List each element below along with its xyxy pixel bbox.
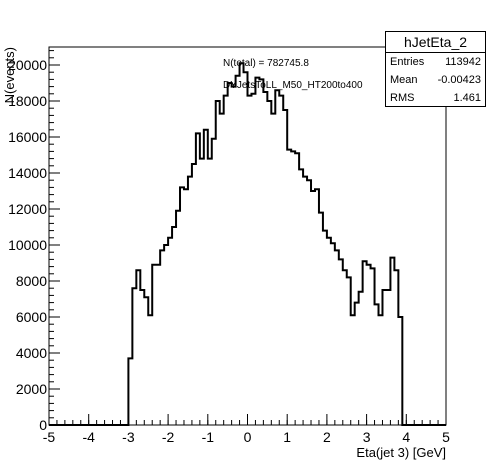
y-tick-label: 14000 [8, 165, 47, 181]
stats-value: 1.461 [453, 92, 481, 104]
stats-label: Mean [390, 74, 418, 86]
y-tick-label: 0 [39, 417, 47, 433]
x-tick-label: 3 [363, 429, 371, 445]
stats-value: 113942 [445, 56, 481, 68]
stats-label: Entries [390, 56, 425, 68]
x-tick-label: 0 [244, 429, 252, 445]
x-tick-label: 1 [283, 429, 291, 445]
stats-title: hJetEta_2 [386, 32, 485, 53]
y-axis-title: N(events) [2, 47, 17, 103]
histogram-series [49, 62, 446, 426]
y-tick-label: 18000 [8, 93, 47, 109]
stats-row-mean: Mean -0.00423 [386, 71, 485, 89]
x-axis-title: Eta(jet 3) [GeV] [356, 445, 446, 460]
y-tick-label: 8000 [16, 273, 47, 289]
x-tick-label: 4 [402, 429, 410, 445]
stats-row-entries: Entries 113942 [386, 53, 485, 71]
stats-box: hJetEta_2 Entries 113942 Mean -0.00423 R… [385, 31, 486, 107]
y-tick-label: 10000 [8, 237, 47, 253]
y-tick-label: 6000 [16, 309, 47, 325]
x-tick-label: -5 [43, 429, 56, 445]
y-tick-labels: 0 2000 4000 6000 8000 10000 12000 14000 16000 180… [8, 57, 47, 433]
y-tick-label: 2000 [16, 381, 47, 397]
stats-value: -0.00423 [437, 74, 481, 86]
x-tick-label: -2 [162, 429, 175, 445]
dataset-annotation: DYJetsToLL_M50_HT200to400 [223, 80, 363, 91]
x-tick-label: -3 [122, 429, 135, 445]
stats-label: RMS [390, 92, 415, 104]
x-tick-label: -4 [82, 429, 95, 445]
total-annotation: N(total) = 782745.8 [223, 58, 309, 69]
y-tick-label: 16000 [8, 129, 47, 145]
y-tick-label: 12000 [8, 201, 47, 217]
y-tick-label: 20000 [8, 57, 47, 73]
x-tick-label: 2 [323, 429, 331, 445]
x-tick-label: -1 [202, 429, 215, 445]
y-tick-label: 4000 [16, 345, 47, 361]
stats-row-rms: RMS 1.461 [386, 89, 485, 107]
x-tick-labels: -5 -4 -3 -2 -1 0 1 2 3 4 5 [43, 429, 450, 445]
x-tick-label: 5 [442, 429, 450, 445]
